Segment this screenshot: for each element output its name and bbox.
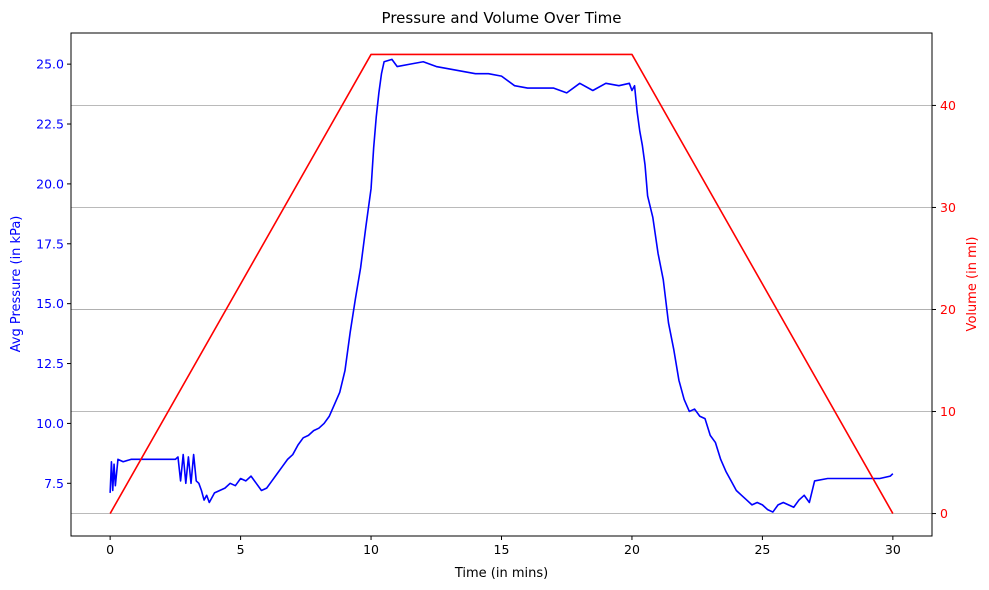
y-right-tick-label-2: 20 xyxy=(940,302,956,317)
y-left-tick-label-5: 20.0 xyxy=(36,176,64,191)
y-left-tick-label-7: 25.0 xyxy=(36,57,64,72)
y-left-tick-label-2: 12.5 xyxy=(36,356,64,371)
y-right-tick-label-1: 10 xyxy=(940,404,956,419)
x-tick-label-2: 10 xyxy=(363,542,379,557)
x-tick-label-6: 30 xyxy=(885,542,901,557)
y-right-tick-label-0: 0 xyxy=(940,506,948,521)
gridlines xyxy=(71,104,932,515)
y-right-axis-ticks: 0 10 20 30 40 xyxy=(932,98,956,521)
series-layer xyxy=(109,53,894,514)
y-right-axis-label: Volume (in ml) xyxy=(965,237,980,332)
y-left-tick-label-0: 7.5 xyxy=(44,476,64,491)
y-right-tick-label-4: 40 xyxy=(940,98,956,113)
x-axis-ticks: 0 5 10 15 20 25 30 xyxy=(106,536,901,557)
x-axis-label: Time (in mins) xyxy=(454,566,548,581)
pressure-line xyxy=(109,58,894,513)
y-left-tick-label-6: 22.5 xyxy=(36,117,64,132)
x-tick-label-1: 5 xyxy=(237,542,245,557)
x-tick-label-4: 20 xyxy=(624,542,640,557)
y-left-tick-label-3: 15.0 xyxy=(36,296,64,311)
y-right-tick-label-3: 30 xyxy=(940,200,956,215)
volume-line xyxy=(109,53,894,514)
y-left-axis-ticks: 7.5 10.0 12.5 15.0 17.5 20.0 22.5 25.0 xyxy=(36,57,71,491)
y-left-tick-label-4: 17.5 xyxy=(36,236,64,251)
x-tick-label-5: 25 xyxy=(754,542,770,557)
x-tick-label-3: 15 xyxy=(494,542,510,557)
y-left-tick-label-1: 10.0 xyxy=(36,416,64,431)
x-tick-label-0: 0 xyxy=(106,542,114,557)
y-left-axis-label: Avg Pressure (in kPa) xyxy=(9,216,24,353)
chart-title: Pressure and Volume Over Time xyxy=(382,9,622,27)
